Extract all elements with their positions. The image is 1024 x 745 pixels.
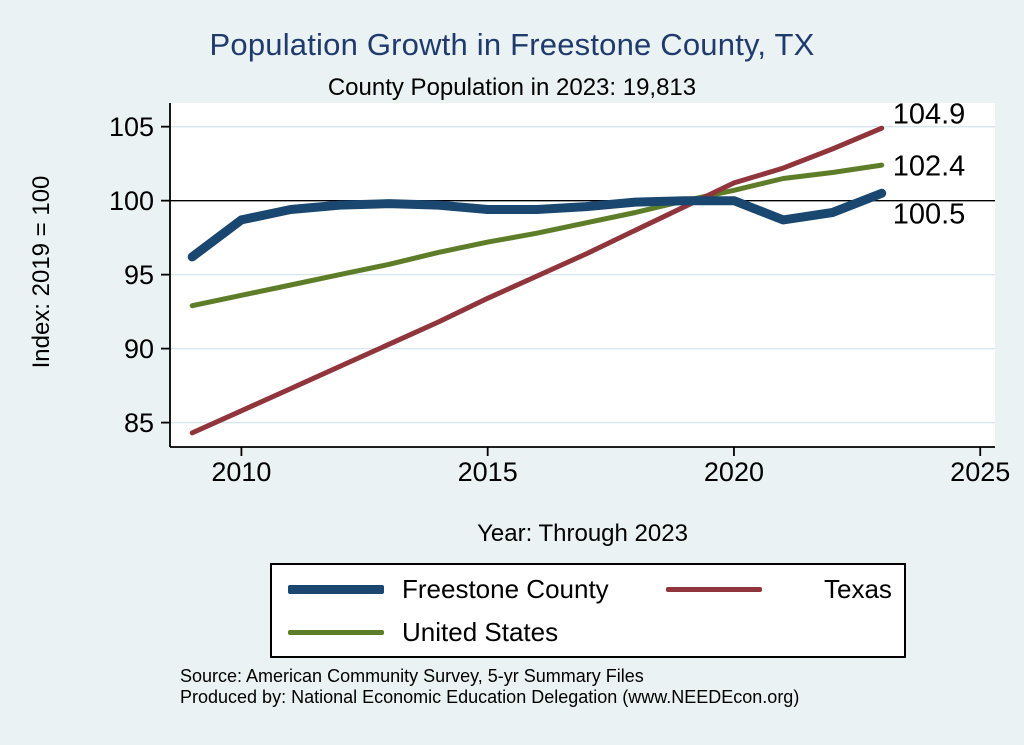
y-axis-ticks: 85 90 95 100 105 bbox=[109, 112, 170, 438]
series-line-united-states bbox=[189, 162, 885, 309]
y-axis-label: Index: 2019 = 100 bbox=[28, 175, 55, 369]
legend-label-texas: Texas bbox=[824, 573, 892, 604]
legend-item-united-states: United States bbox=[288, 617, 666, 648]
end-label-freestone-county: 100.5 bbox=[893, 198, 966, 230]
legend-swatch-freestone-county bbox=[288, 584, 384, 594]
x-tick-label: 2025 bbox=[950, 457, 1010, 487]
end-labels: 100.5 104.9 102.4 bbox=[893, 98, 966, 230]
legend-label-united-states: United States bbox=[402, 616, 559, 647]
y-tick-label: 85 bbox=[124, 408, 154, 438]
legend-swatch-texas bbox=[666, 586, 762, 592]
y-tick-label: 95 bbox=[124, 260, 154, 290]
series-line-texas bbox=[189, 125, 885, 436]
axis-lines bbox=[169, 103, 995, 448]
y-tick-label: 100 bbox=[109, 186, 154, 216]
chart-subtitle: County Population in 2023: 19,813 bbox=[327, 74, 697, 101]
source-line-1: Source: American Community Survey, 5-yr … bbox=[180, 666, 644, 686]
legend: Freestone County Texas United States bbox=[270, 563, 906, 658]
legend-swatch-united-states bbox=[288, 629, 384, 635]
x-tick-label: 2020 bbox=[704, 457, 764, 487]
y-tick-label: 105 bbox=[109, 112, 154, 142]
x-axis-label: Year: Through 2023 bbox=[477, 520, 688, 547]
x-axis-ticks: 2010 2015 2020 2025 bbox=[211, 447, 1010, 487]
x-tick-label: 2015 bbox=[458, 457, 518, 487]
y-tick-label: 90 bbox=[124, 334, 154, 364]
end-label-united-states: 102.4 bbox=[893, 150, 966, 182]
legend-item-freestone-county: Freestone County bbox=[288, 574, 666, 605]
end-label-texas: 104.9 bbox=[893, 98, 966, 130]
series-line-freestone-county bbox=[187, 188, 887, 262]
legend-item-texas: Texas bbox=[666, 574, 904, 605]
source-line-2: Produced by: National Economic Education… bbox=[180, 687, 800, 707]
source-note: Source: American Community Survey, 5-yr … bbox=[180, 666, 799, 708]
x-tick-label: 2010 bbox=[211, 457, 271, 487]
legend-label-freestone-county: Freestone County bbox=[402, 573, 609, 604]
chart-title: Population Growth in Freestone County, T… bbox=[209, 27, 815, 62]
